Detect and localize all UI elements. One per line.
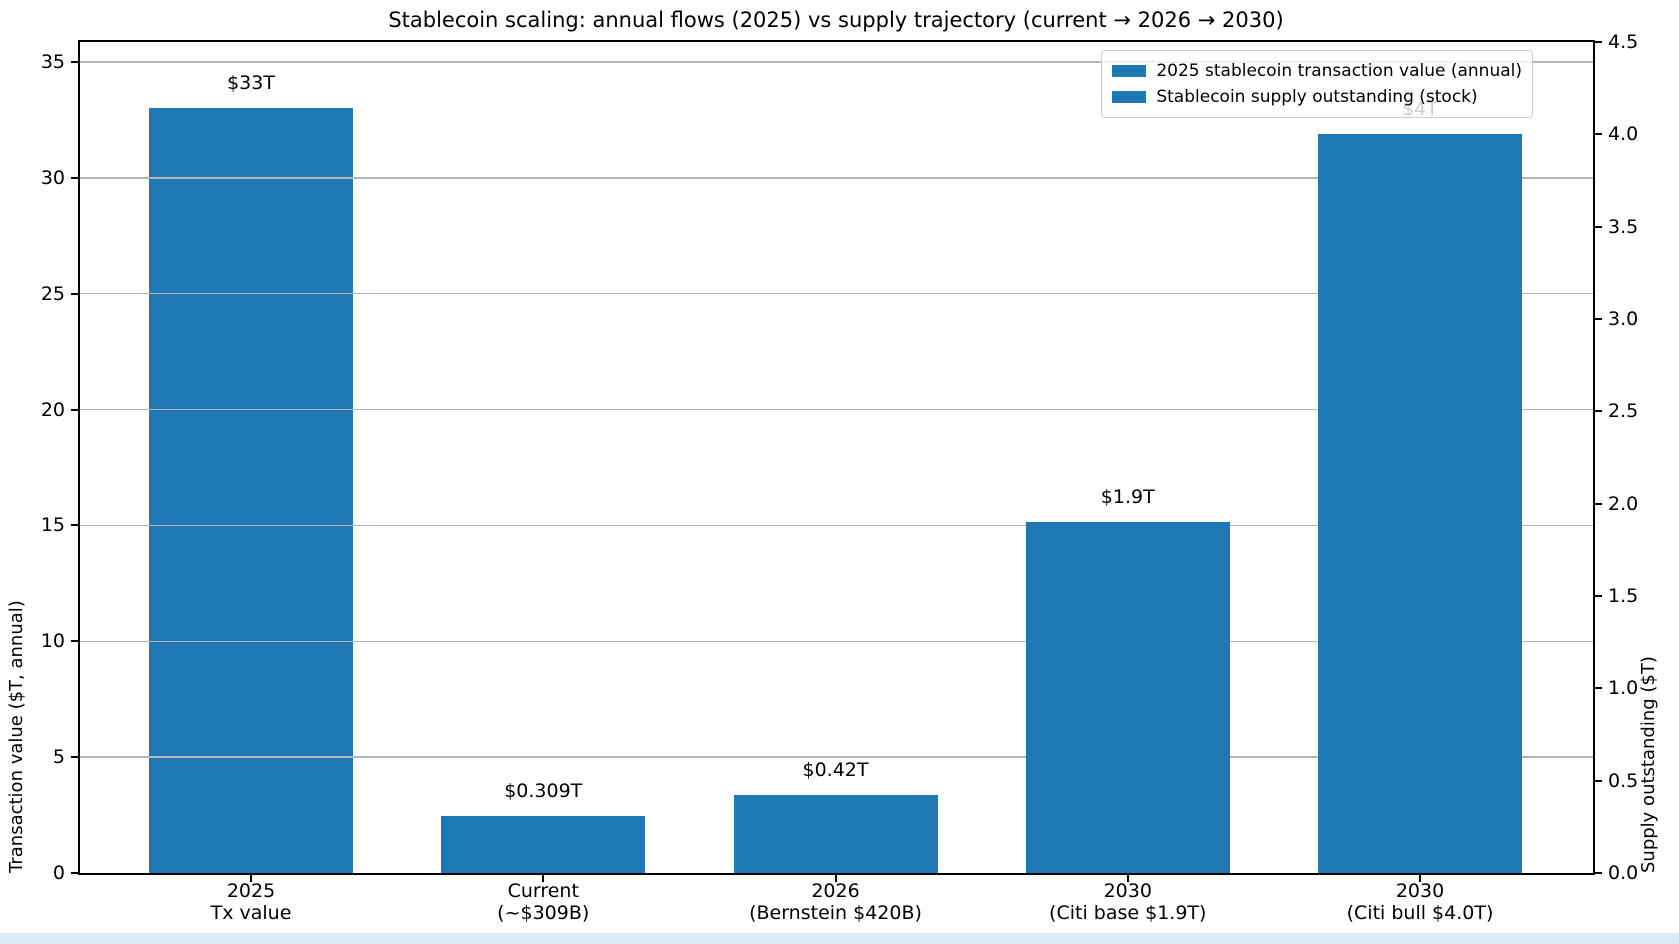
bar-annotation: $33T — [227, 72, 275, 95]
gridline — [80, 756, 1593, 758]
y-tick-label-left: 25 — [40, 282, 65, 305]
right-tick-mark — [1593, 41, 1602, 43]
bar-annotation: $0.309T — [504, 779, 583, 802]
left-tick-mark — [71, 60, 80, 63]
left-tick-mark — [71, 524, 80, 527]
y-tick-label-right: 2.5 — [1608, 400, 1639, 423]
right-tick-mark — [1593, 225, 1602, 228]
y-tick-label-right: 4.5 — [1608, 31, 1639, 53]
x-tick-label: Current (~$309B) — [497, 880, 590, 924]
bar — [1025, 522, 1230, 873]
right-tick-mark — [1593, 318, 1602, 320]
x-tick-label: 2026 (Bernstein $420B) — [749, 880, 922, 924]
y-tick-label-left: 10 — [40, 630, 65, 653]
plot-area: 2025 stablecoin transaction value (annua… — [78, 40, 1595, 875]
gridline — [80, 640, 1593, 642]
y-tick-label-right: 0.5 — [1608, 769, 1639, 792]
bar-annotation: $1.9T — [1100, 486, 1155, 509]
legend-swatch — [1112, 65, 1147, 77]
x-tick-mark — [1419, 873, 1421, 882]
bar — [733, 795, 938, 873]
gridline — [80, 408, 1593, 411]
y-tick-label-right: 1.0 — [1608, 677, 1639, 700]
x-tick-mark — [1126, 873, 1129, 882]
bar-annotation: $0.42T — [802, 759, 869, 782]
y-tick-label-left: 0 — [52, 862, 65, 884]
right-tick-mark — [1593, 779, 1602, 782]
y-tick-label-right: 3.5 — [1608, 215, 1639, 238]
right-tick-mark — [1593, 502, 1602, 505]
gridline — [80, 177, 1593, 179]
x-tick-mark — [834, 873, 837, 882]
bar — [1318, 134, 1522, 873]
y-tick-label-left: 35 — [40, 50, 65, 73]
legend-row: 2025 stablecoin transaction value (annua… — [1112, 58, 1522, 84]
y-tick-label-right: 3.0 — [1608, 308, 1639, 330]
y-tick-label-left: 30 — [40, 166, 65, 189]
y-tick-label-right: 4.0 — [1608, 123, 1639, 146]
left-tick-mark — [71, 176, 80, 179]
gridline — [80, 61, 1593, 63]
gridline — [80, 292, 1593, 295]
y-tick-label-left: 20 — [40, 398, 65, 421]
x-tick-label: 2030 (Citi bull $4.0T) — [1346, 880, 1494, 924]
chart-title: Stablecoin scaling: annual flows (2025) … — [388, 8, 1284, 32]
x-tick-label: 2025 Tx value — [210, 880, 292, 924]
right-y-axis-label: Supply outstanding ($T) — [1638, 656, 1659, 873]
legend-swatch — [1112, 91, 1147, 103]
right-tick-mark — [1593, 595, 1602, 597]
left-tick-mark — [71, 408, 80, 411]
right-tick-mark — [1593, 687, 1602, 690]
left-tick-mark — [71, 292, 80, 295]
bar — [149, 108, 353, 873]
legend-label: Stablecoin supply outstanding (stock) — [1156, 87, 1478, 107]
bar — [441, 815, 646, 873]
y-tick-label-right: 2.0 — [1608, 492, 1639, 515]
bottom-edge-strip — [0, 933, 1679, 944]
y-tick-label-left: 15 — [40, 514, 65, 537]
right-tick-mark — [1593, 133, 1602, 136]
left-tick-mark — [71, 640, 80, 643]
right-tick-mark — [1593, 410, 1602, 413]
legend: 2025 stablecoin transaction value (annua… — [1101, 50, 1533, 118]
x-tick-mark — [542, 873, 545, 882]
legend-label: 2025 stablecoin transaction value (annua… — [1156, 61, 1522, 81]
right-tick-mark — [1593, 872, 1602, 874]
left-tick-mark — [71, 872, 80, 874]
y-tick-label-right: 0.0 — [1608, 862, 1639, 884]
x-tick-label: 2030 (Citi base $1.9T) — [1049, 880, 1207, 924]
x-tick-mark — [250, 873, 252, 882]
left-tick-mark — [71, 756, 80, 759]
gridline — [80, 524, 1593, 527]
y-tick-label-right: 1.5 — [1608, 585, 1639, 607]
y-tick-label-left: 5 — [52, 746, 65, 769]
legend-row: Stablecoin supply outstanding (stock) — [1112, 84, 1522, 110]
